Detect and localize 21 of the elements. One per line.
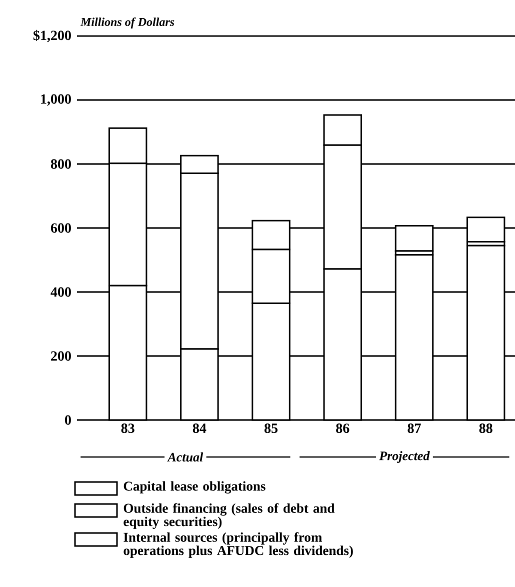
text: Actual [167, 452, 204, 462]
legend-label: Internal sources (principally from operations plus AFUDC less dividends) [124, 532, 353, 558]
y-tick-label: 0 [65, 415, 71, 425]
bar [394, 225, 434, 252]
x-tick-label: 85 [264, 424, 278, 433]
y-tick-label: 800 [50, 159, 71, 169]
y-axis-title: Millions of Dollars [80, 17, 174, 28]
text: Projected [379, 451, 430, 463]
legend-label: Outside financing (sales of debt and equity securities) [124, 503, 335, 529]
bar [466, 216, 506, 243]
x-tick-label: 83 [121, 424, 134, 433]
y-tick-label: 400 [50, 287, 71, 297]
x-tick-label: 87 [408, 424, 421, 433]
x-tick-label: 88 [479, 424, 492, 433]
legend-label: Capital lease obligations [124, 481, 266, 494]
x-tick-label: 86 [336, 424, 350, 433]
y-tick-label: 600 [50, 223, 71, 233]
y-tick-label: 200 [51, 351, 71, 361]
y-tick-label: $1,200 [33, 30, 71, 42]
x-tick-label: 84 [192, 424, 206, 433]
y-tick-label: 1,000 [41, 94, 71, 106]
